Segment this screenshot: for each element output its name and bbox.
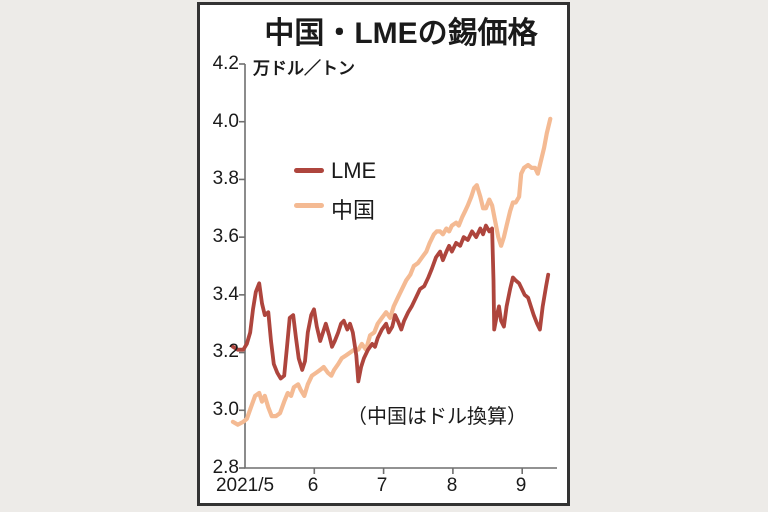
y-axis-unit-label: 万ドル／トン bbox=[253, 59, 355, 78]
legend-label-china: 中国 bbox=[331, 198, 376, 223]
x-axis-tick-label: 8 bbox=[446, 475, 458, 496]
lme-line-swatch bbox=[294, 168, 324, 173]
y-axis-tick-label: 3.8 bbox=[212, 168, 239, 189]
footnote: （中国はドル換算） bbox=[347, 406, 527, 428]
legend-label-lme: LME bbox=[331, 158, 377, 183]
y-axis-tick-label: 3.0 bbox=[212, 399, 239, 420]
y-axis-tick-label: 2.8 bbox=[212, 457, 239, 478]
chart-title: 中国・LMEの錫価格 bbox=[264, 17, 538, 50]
figure-frame bbox=[197, 2, 570, 506]
x-axis-tick-label: 6 bbox=[307, 475, 319, 496]
y-axis-tick-label: 3.4 bbox=[212, 284, 239, 305]
china-line-swatch bbox=[294, 203, 324, 208]
y-axis-tick-label: 3.6 bbox=[212, 226, 239, 247]
x-axis-tick-label: 9 bbox=[515, 475, 527, 496]
y-axis-tick-label: 3.2 bbox=[212, 341, 239, 362]
x-axis-tick-label: 7 bbox=[376, 475, 388, 496]
y-axis-tick-label: 4.2 bbox=[212, 53, 239, 74]
y-axis-tick-label: 4.0 bbox=[212, 111, 239, 132]
x-axis-tick-label: 2021/5 bbox=[215, 475, 275, 496]
